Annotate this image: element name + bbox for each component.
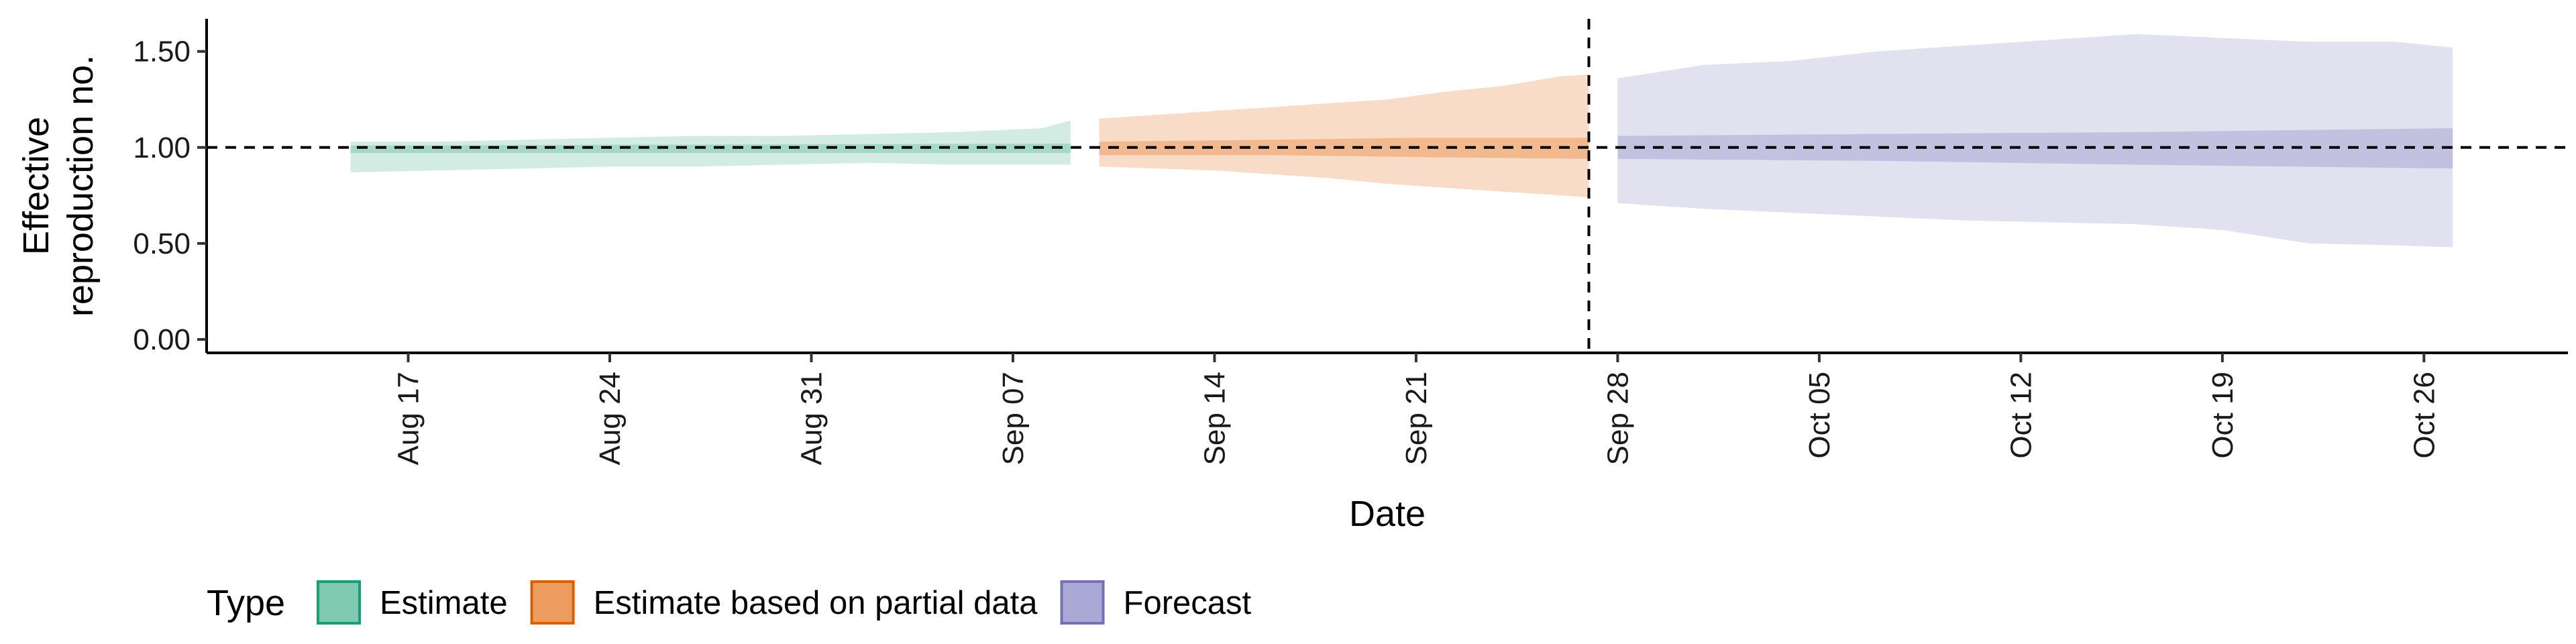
x-tick-label: Sep 14 (1198, 372, 1231, 465)
y-axis-title-line-2: reproduction no. (60, 55, 101, 317)
legend-swatch-1 (530, 580, 575, 625)
x-tick-label: Oct 05 (1803, 372, 1836, 459)
x-tick-label: Aug 24 (594, 372, 627, 465)
legend-title: Type (207, 583, 285, 623)
legend-swatch-2 (1060, 580, 1105, 625)
band-inner-0 (350, 144, 1071, 154)
legend-swatch-0 (317, 580, 361, 625)
x-axis-title: Date (1349, 494, 1426, 534)
y-tick-label: 1.00 (133, 131, 191, 164)
y-axis-ticks: 0.00 0.50 1.00 1.50 (133, 36, 207, 356)
legend-label-2: Forecast (1124, 585, 1252, 621)
x-tick-label: Sep 07 (997, 372, 1030, 465)
legend-label-0: Estimate (380, 585, 508, 621)
uncertainty-bands (350, 34, 2453, 248)
x-tick-label: Sep 28 (1601, 372, 1634, 465)
x-tick-label: Aug 17 (392, 372, 425, 465)
y-tick-label: 0.50 (133, 227, 191, 260)
x-tick-label: Sep 21 (1400, 372, 1433, 465)
y-tick-label: 1.50 (133, 36, 191, 68)
y-tick-label: 0.00 (133, 323, 191, 356)
x-tick-label: Oct 12 (2004, 372, 2037, 459)
x-tick-label: Aug 31 (795, 372, 828, 465)
x-tick-label: Oct 26 (2408, 372, 2440, 459)
legend: Type Estimate Estimate based on partial da… (207, 580, 1252, 625)
legend-label-1: Estimate based on partial data (594, 585, 1038, 621)
y-axis-title-line-1: Effective (16, 117, 56, 255)
x-tick-label: Oct 19 (2206, 372, 2239, 459)
band-outer-1 (1099, 74, 1589, 198)
x-axis-ticks: Aug 17 Aug 24 Aug 31 Sep 07 Sep 14 Sep 21 Sep … (392, 353, 2440, 465)
